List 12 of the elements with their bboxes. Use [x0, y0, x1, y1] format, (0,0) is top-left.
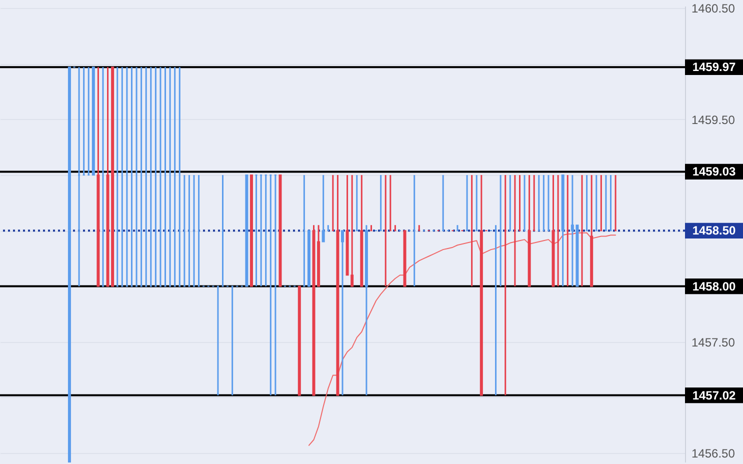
ref-line-label: 1457.02	[692, 388, 736, 402]
y-tick-label: 1457.50	[692, 335, 736, 350]
ref-line-label: 1459.97	[692, 60, 736, 74]
ref-line-label: 1458.00	[692, 279, 736, 294]
candlestick	[322, 174, 325, 243]
candlestick	[341, 230, 344, 396]
y-tick-label: 1459.50	[692, 112, 736, 127]
ref-line-label: 1458.50	[692, 224, 736, 238]
line-series	[308, 232, 616, 446]
y-tick-label: 1460.50	[692, 2, 736, 16]
ref-line-label: 1459.03	[692, 164, 736, 179]
y-tick-label: 1456.50	[692, 446, 736, 461]
